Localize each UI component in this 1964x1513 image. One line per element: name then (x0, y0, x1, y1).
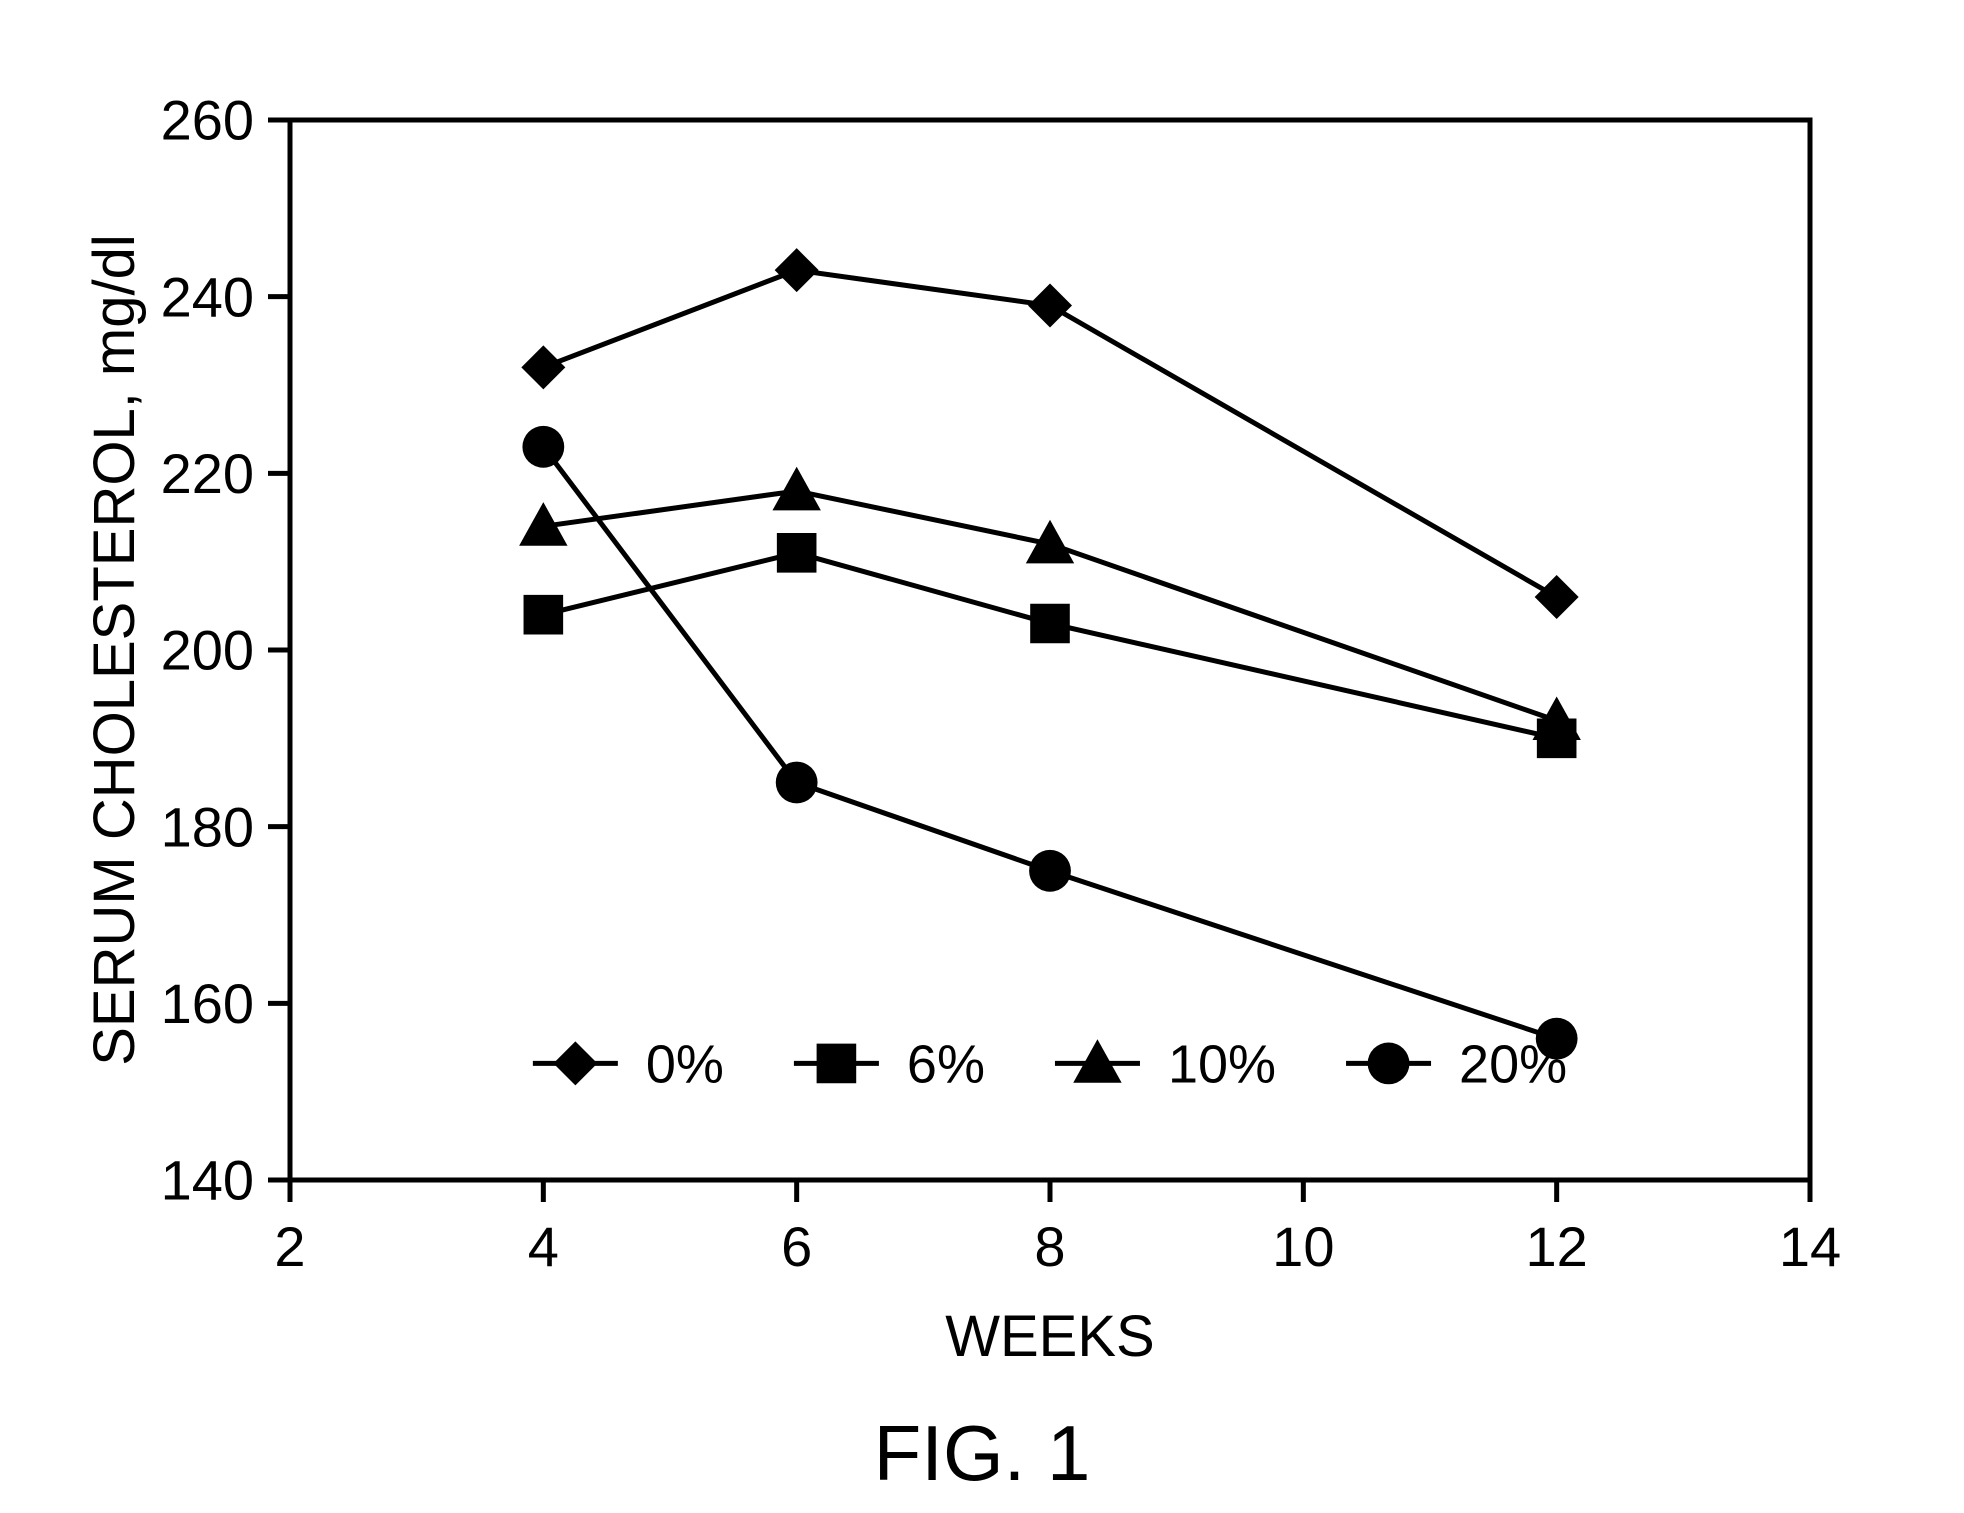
legend-item: 20% (1346, 1034, 1567, 1094)
data-point-marker (776, 762, 818, 804)
series-6% (524, 533, 1577, 758)
y-axis-ticks: 140 160 180 200 220 240 260 (161, 89, 290, 1212)
data-point-marker (1368, 1043, 1410, 1085)
data-point-marker (1028, 284, 1072, 328)
series-0% (521, 248, 1578, 619)
series-10% (519, 467, 1581, 740)
y-axis-label: SERUM CHOLESTEROL, mg/dl (82, 234, 147, 1066)
y-tick-label: 200 (161, 619, 254, 682)
legend-item: 10% (1055, 1034, 1276, 1094)
y-tick-label: 160 (161, 972, 254, 1035)
data-point-marker (524, 595, 564, 635)
data-point-marker (522, 426, 564, 468)
plot-area-border (290, 120, 1810, 1180)
x-tick-label: 6 (781, 1215, 812, 1278)
data-point-marker (1535, 575, 1579, 619)
x-axis-label: WEEKS (945, 1304, 1155, 1369)
legend-label: 10% (1168, 1034, 1276, 1094)
x-axis-ticks: 2 4 6 8 10 12 14 (274, 1180, 1841, 1278)
x-tick-label: 10 (1272, 1215, 1334, 1278)
legend-item: 0% (533, 1034, 724, 1094)
y-tick-label: 140 (161, 1149, 254, 1212)
x-tick-label: 4 (528, 1215, 559, 1278)
x-tick-label: 14 (1779, 1215, 1841, 1278)
series-group (519, 248, 1581, 1059)
line-chart: 2 4 6 8 10 12 14 140 160 180 200 220 240 260 WEEKS S… (0, 0, 1964, 1513)
data-point-marker (1029, 850, 1071, 892)
x-tick-label: 8 (1034, 1215, 1065, 1278)
y-tick-label: 240 (161, 265, 254, 328)
data-point-marker (553, 1041, 597, 1085)
data-point-marker (521, 345, 565, 389)
figure-caption: FIG. 1 (874, 1409, 1091, 1497)
x-tick-label: 12 (1526, 1215, 1588, 1278)
data-point-marker (777, 533, 817, 573)
data-point-marker (1030, 604, 1070, 644)
chart-container: 2 4 6 8 10 12 14 140 160 180 200 220 240 260 WEEKS S… (0, 0, 1964, 1513)
y-tick-label: 260 (161, 89, 254, 152)
y-tick-label: 180 (161, 795, 254, 858)
legend-item: 6% (794, 1034, 985, 1094)
legend-label: 20% (1459, 1034, 1567, 1094)
data-point-marker (772, 467, 820, 511)
y-tick-label: 220 (161, 442, 254, 505)
legend-label: 6% (907, 1034, 985, 1094)
data-point-marker (1532, 696, 1580, 740)
x-tick-label: 2 (274, 1215, 305, 1278)
data-point-marker (775, 248, 819, 292)
legend: 0% 6% 10% 20% (533, 1034, 1567, 1094)
legend-label: 0% (646, 1034, 724, 1094)
data-point-marker (817, 1044, 857, 1084)
